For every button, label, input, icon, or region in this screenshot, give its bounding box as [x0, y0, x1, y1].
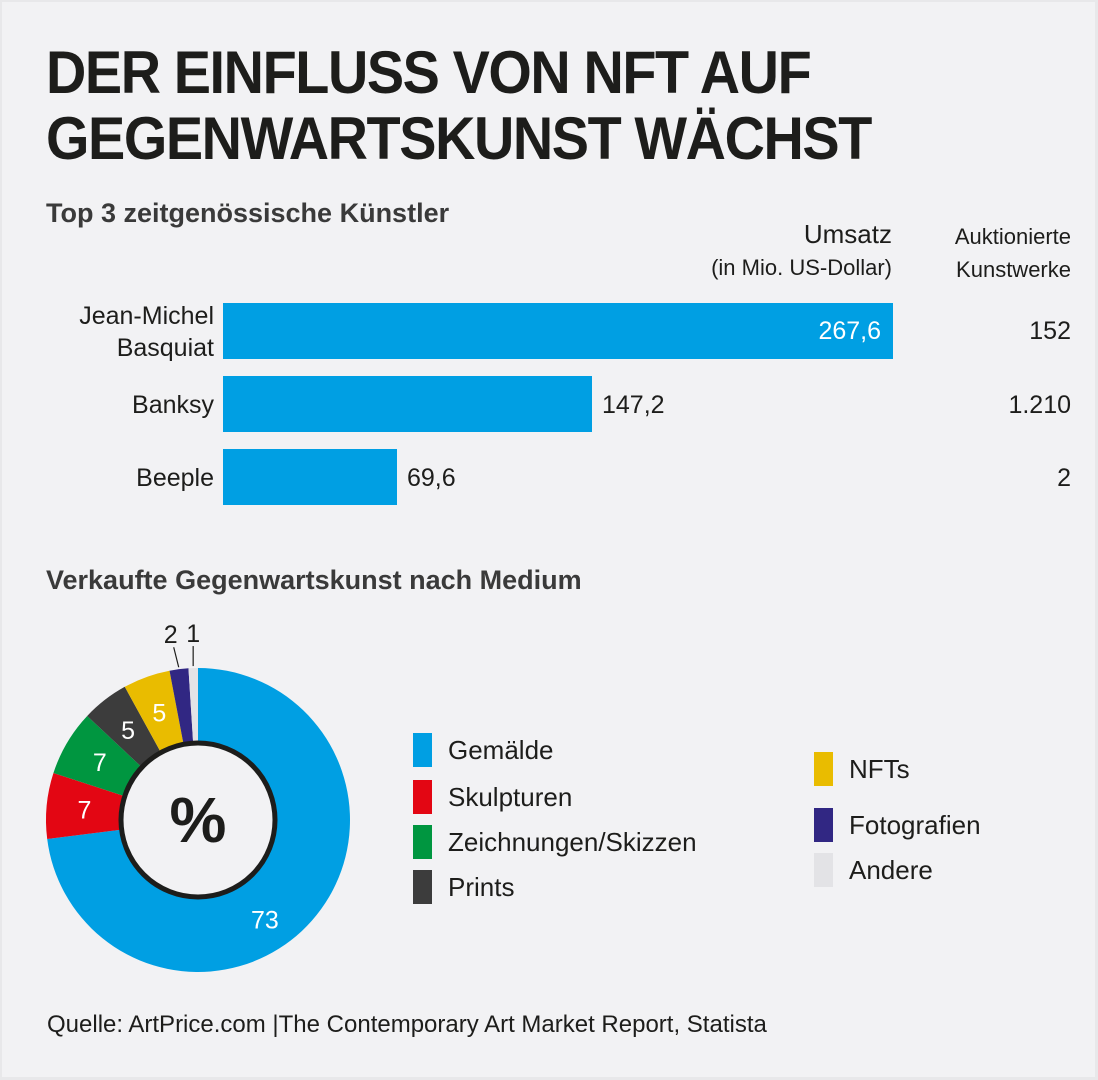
legend-label: Gemälde — [448, 734, 554, 765]
donut-slice-fotografien — [169, 668, 194, 745]
source-note: Quelle: ArtPrice.com |The Contemporary A… — [47, 1011, 767, 1038]
legend-item-gemaelde: Gemälde — [413, 733, 554, 767]
legend-swatch — [413, 780, 432, 814]
title-line-1: DER EINFLUSS VON NFT AUF — [46, 39, 812, 106]
legend-item-zeichnungen: Zeichnungen/Skizzen — [413, 825, 697, 859]
bar-value-label-basquiat: 267,6 — [818, 317, 881, 345]
donut-slice-andere — [188, 668, 198, 744]
bar-banksy — [223, 376, 592, 432]
donut-center — [118, 740, 278, 900]
bar-beeple — [223, 449, 397, 505]
category-label-line: Basquiat — [116, 334, 214, 362]
category-label-basquiat: Jean-Michel Basquiat — [79, 300, 214, 364]
count-column-header: Auktionierte Kunstwerke — [955, 220, 1071, 286]
count-value-basquiat: 152 — [1029, 317, 1071, 345]
value-header-line-2: (in Mio. US-Dollar) — [711, 255, 892, 280]
legend-item-nfts: NFTs — [814, 752, 910, 786]
donut-value-label: 73 — [251, 907, 279, 935]
legend-label: Zeichnungen/Skizzen — [448, 826, 697, 857]
legend-swatch — [413, 870, 432, 904]
legend-swatch — [814, 808, 833, 842]
value-header-line-1: Umsatz — [803, 219, 892, 249]
count-header-line-1: Auktionierte — [954, 224, 1071, 249]
donut-value-label: 7 — [93, 749, 107, 777]
donut-value-label: 1 — [186, 620, 200, 648]
count-header-line-2: Kunstwerke — [956, 257, 1071, 282]
leader-line — [173, 647, 180, 668]
donut-center-label: % — [170, 784, 227, 856]
bar-basquiat — [223, 303, 893, 359]
donut-value-label: 7 — [78, 796, 92, 824]
legend-label: Fotografien — [849, 809, 981, 840]
category-label-line: Jean-Michel — [79, 302, 214, 330]
donut-slice-zeichnungen-skizzen — [53, 715, 142, 797]
page-title: DER EINFLUSS VON NFT AUF GEGENWARTSKUNST… — [46, 39, 872, 172]
donut-value-label: 5 — [121, 717, 135, 745]
category-label-beeple: Beeple — [136, 464, 214, 492]
donut-slice-prints — [87, 686, 161, 768]
value-column-header: Umsatz (in Mio. US-Dollar) — [711, 218, 892, 284]
count-value-beeple: 2 — [1057, 464, 1071, 492]
count-value-banksy: 1.210 — [1008, 391, 1071, 419]
donut-chart-title: Verkaufte Gegenwartskunst nach Medium — [46, 565, 582, 595]
donut-slice-skulpturen — [46, 773, 125, 840]
legend-item-prints: Prints — [413, 870, 514, 904]
legend-label: Skulpturen — [448, 781, 573, 812]
legend-label: Prints — [448, 871, 515, 902]
bar-value-label-banksy: 147,2 — [602, 391, 665, 419]
legend-swatch — [413, 733, 432, 767]
legend-item-fotografien: Fotografien — [814, 808, 981, 842]
legend-swatch — [814, 752, 833, 786]
legend-label: Andere — [849, 854, 933, 885]
donut-slice-nfts — [124, 670, 184, 753]
legend-item-andere: Andere — [814, 853, 933, 887]
donut-slice-gem-lde — [47, 668, 350, 972]
legend-item-skulpturen: Skulpturen — [413, 780, 572, 814]
donut-value-label: 5 — [152, 700, 166, 728]
legend-swatch — [413, 825, 432, 859]
bar-value-label-beeple: 69,6 — [407, 464, 456, 492]
category-label-banksy: Banksy — [132, 391, 214, 419]
bar-chart-title: Top 3 zeitgenössische Künstler — [46, 198, 450, 228]
legend-label: NFTs — [849, 753, 910, 784]
donut-value-label: 2 — [164, 621, 178, 649]
legend-swatch — [814, 853, 833, 887]
title-line-2: GEGENWARTSKUNST WÄCHST — [46, 105, 872, 172]
